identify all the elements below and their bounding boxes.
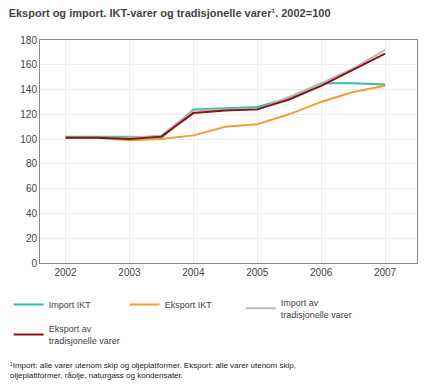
svg-text:100: 100	[20, 134, 37, 145]
svg-text:0: 0	[31, 258, 37, 269]
svg-text:2007: 2007	[374, 267, 397, 278]
svg-text:Import IKT: Import IKT	[49, 300, 92, 310]
svg-text:160: 160	[20, 59, 37, 70]
svg-text:120: 120	[20, 109, 37, 120]
svg-text:Eksport og import. IKT-varer o: Eksport og import. IKT-varer og tradisjo…	[9, 7, 331, 19]
svg-text:2005: 2005	[246, 267, 269, 278]
svg-text:80: 80	[26, 158, 38, 169]
svg-text:60: 60	[26, 183, 38, 194]
svg-text:20: 20	[26, 233, 38, 244]
svg-text:¹Import: alle varer utenom ski: ¹Import: alle varer utenom skip og oljep…	[10, 361, 296, 380]
svg-text:2004: 2004	[182, 267, 205, 278]
svg-text:140: 140	[20, 84, 37, 95]
svg-text:180: 180	[20, 35, 37, 46]
svg-text:40: 40	[26, 208, 38, 219]
svg-text:Import avtradisjonelle varer: Import avtradisjonelle varer	[281, 298, 352, 320]
svg-text:2002: 2002	[54, 267, 77, 278]
svg-text:Eksport IKT: Eksport IKT	[165, 300, 213, 310]
svg-text:Eksport avtradisjonelle varer: Eksport avtradisjonelle varer	[49, 324, 120, 346]
svg-text:2006: 2006	[310, 267, 333, 278]
svg-text:2003: 2003	[118, 267, 141, 278]
